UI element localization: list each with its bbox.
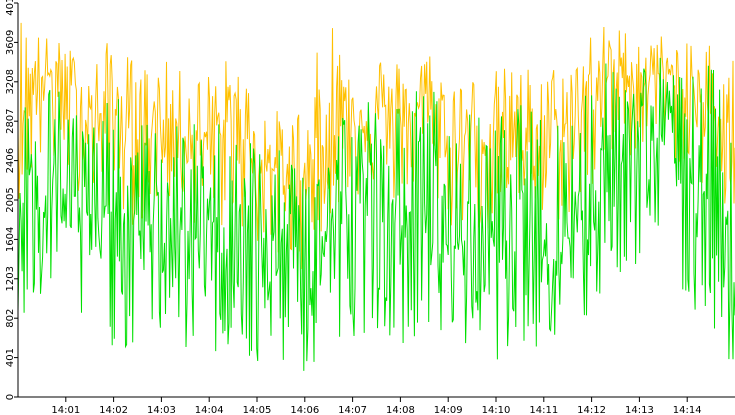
y-tick-label: 3208 bbox=[5, 69, 16, 94]
y-tick-label: 2807 bbox=[5, 108, 16, 133]
x-tick-label: 14:08 bbox=[386, 405, 415, 415]
y-tick-label: 1203 bbox=[5, 266, 16, 291]
y-tick-label: 1604 bbox=[5, 227, 16, 252]
y-tick-label: 3609 bbox=[5, 30, 16, 55]
x-tick-label: 14:07 bbox=[338, 405, 367, 415]
y-tick-label: 2406 bbox=[5, 148, 16, 173]
x-tick-label: 14:10 bbox=[482, 405, 511, 415]
x-tick-label: 14:09 bbox=[434, 405, 463, 415]
x-tick-label: 14:12 bbox=[577, 405, 606, 415]
x-tick-label: 14:06 bbox=[290, 405, 319, 415]
series-line-green bbox=[17, 57, 735, 371]
y-tick-label: 2005 bbox=[5, 187, 16, 212]
x-axis: 14:01 14:02 14:03 14:04 14:05 14:06 14:07 14:08… bbox=[18, 396, 735, 415]
y-tick-label: 802 bbox=[5, 309, 16, 328]
x-tick-label: 14:13 bbox=[625, 405, 654, 415]
x-tick-label: 14:02 bbox=[99, 405, 128, 415]
x-tick-label: 14:01 bbox=[51, 405, 80, 415]
y-tick-label: 401 bbox=[5, 348, 16, 367]
x-tick-label: 14:04 bbox=[195, 405, 224, 415]
x-tick-label: 14:11 bbox=[529, 405, 558, 415]
y-tick-label: 4010 bbox=[5, 0, 16, 16]
y-axis: 0 401 802 1203 1604 2005 2406 2807 3208 3609 4010 bbox=[5, 0, 19, 400]
x-tick-label: 14:03 bbox=[147, 405, 176, 415]
x-tick-label: 14:05 bbox=[243, 405, 272, 415]
x-tick-label: 14:14 bbox=[673, 405, 702, 415]
series-layer bbox=[17, 22, 735, 371]
y-tick-label: 0 bbox=[5, 394, 16, 400]
